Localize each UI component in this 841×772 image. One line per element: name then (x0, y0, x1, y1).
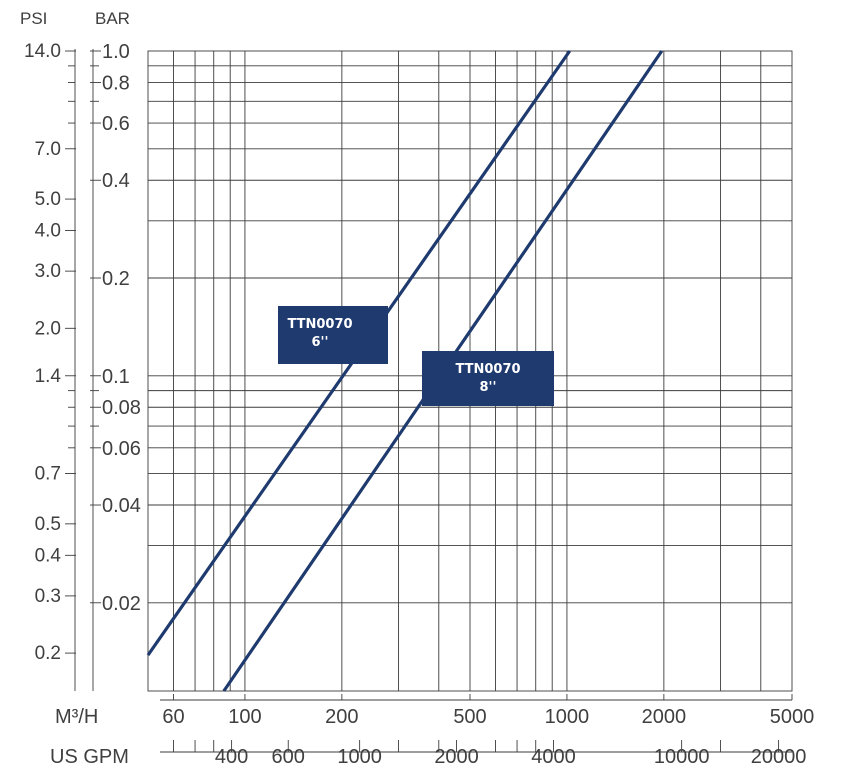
bar-tick-label: 0.1 (102, 366, 130, 388)
psi-tick-label: 0.7 (35, 464, 61, 485)
bar-axis-title: BAR (95, 9, 130, 28)
gpm-tick-label: 4000 (531, 746, 576, 768)
psi-tick-label: 14.0 (24, 41, 61, 62)
series-label-name: TTN0070 (455, 362, 520, 377)
psi-tick-label: 0.5 (35, 514, 61, 535)
m3h-tick-label: 2000 (642, 706, 687, 728)
bar-tick-label: 0.6 (102, 113, 130, 135)
psi-tick-label: 1.4 (35, 366, 62, 387)
gpm-tick-label: 400 (215, 746, 248, 768)
series-label-size: 6'' (311, 335, 328, 350)
bar-tick-label: 1.0 (102, 41, 130, 63)
gpm-axis-title: US GPM (50, 746, 129, 768)
gpm-tick-label: 10000 (654, 746, 710, 768)
psi-tick-label: 0.4 (35, 545, 62, 566)
bar-tick-label: 0.06 (102, 438, 141, 460)
gpm-tick-label: 600 (272, 746, 305, 768)
series-label-box (278, 306, 388, 364)
series-label-size: 8'' (479, 380, 496, 395)
m3h-tick-label: 5000 (770, 706, 815, 728)
psi-tick-label: 0.2 (35, 643, 61, 664)
psi-tick-label: 3.0 (35, 261, 61, 282)
bar-tick-label: 0.2 (102, 268, 130, 290)
series-label-flag: TTN0070 8'' (422, 351, 554, 406)
axes: 1.0 0.8 0.6 0.4 0.2 0.1 0.08 0.06 0.04 0.02 14.0 7.… (24, 41, 814, 768)
series-layer (146, 50, 664, 692)
bar-tick-label: 0.8 (102, 72, 130, 94)
m3h-axis-title: M³/H (55, 706, 98, 728)
bar-tick-label: 0.04 (102, 495, 141, 517)
psi-tick-label: 7.0 (35, 139, 61, 160)
m3h-tick-label: 60 (162, 706, 184, 728)
bar-tick-label: 0.02 (102, 593, 141, 615)
bar-tick-label: 0.08 (102, 397, 141, 419)
psi-tick-label: 4.0 (35, 221, 61, 242)
gpm-tick-label: 20000 (751, 746, 807, 768)
series-labels: TTN0070 6'' TTN0070 8'' (278, 306, 554, 406)
psi-tick-label: 0.3 (35, 586, 61, 607)
m3h-tick-label: 500 (453, 706, 486, 728)
m3h-tick-label: 1000 (545, 706, 590, 728)
psi-tick-label: 5.0 (35, 189, 61, 210)
m3h-tick-label: 200 (325, 706, 358, 728)
bar-tick-label: 0.4 (102, 170, 130, 192)
series-label-box (422, 351, 554, 406)
psi-axis-title: PSI (20, 9, 47, 28)
gpm-tick-label: 1000 (337, 746, 382, 768)
series-label-name: TTN0070 (287, 317, 352, 332)
m3h-tick-label: 100 (228, 706, 261, 728)
psi-tick-label: 2.0 (35, 318, 61, 339)
gpm-tick-label: 2000 (434, 746, 479, 768)
series-label-flag: TTN0070 6'' (278, 306, 388, 364)
